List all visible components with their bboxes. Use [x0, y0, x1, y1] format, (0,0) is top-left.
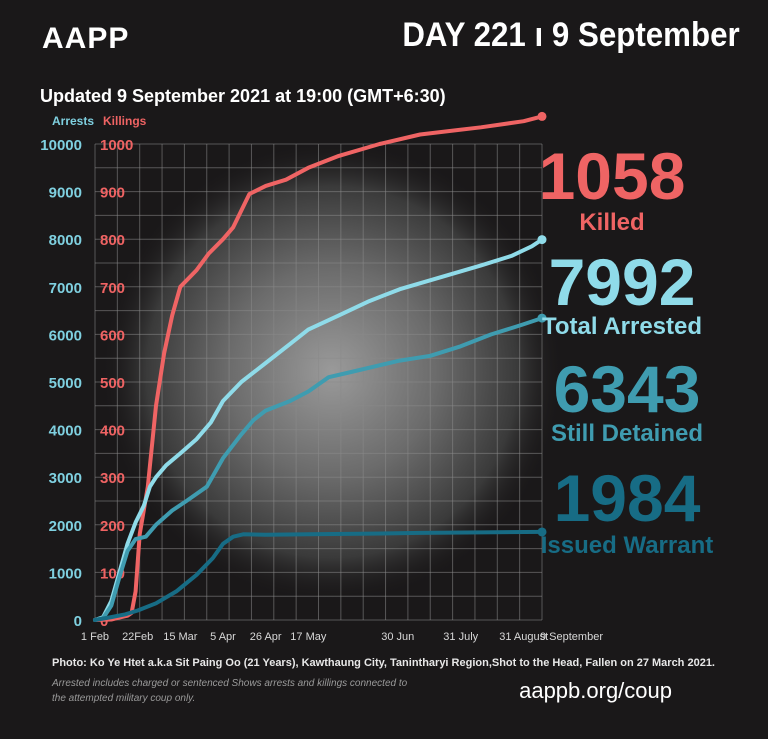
y-tick-arrests: 0	[74, 613, 82, 630]
y-tick-arrests: 7000	[49, 280, 82, 297]
stat-value: 7992	[548, 245, 696, 319]
x-tick-labels: 1 Feb 22Feb 15 Mar 5 Apr 26 Apr 17 May 30 Jun 3…	[81, 631, 603, 643]
stat-label: Total Arrested	[541, 313, 703, 340]
stat-value: 6343	[553, 352, 701, 426]
y-tick-arrests: 10000	[40, 137, 82, 154]
aapp-logo: AAPP	[42, 22, 130, 55]
x-tick-label: 5 Apr	[210, 631, 236, 643]
series-line	[93, 529, 544, 622]
y-tick-killings: 700	[100, 280, 125, 297]
photo-credit: Photo: Ko Ye Htet a.k.a Sit Paing Oo (21…	[52, 657, 715, 669]
x-tick-label: 1 Feb	[81, 631, 109, 643]
portrait-photo	[100, 140, 564, 604]
series-end-marker	[537, 527, 547, 537]
y-tick-arrests: 4000	[49, 423, 82, 440]
series-line	[93, 316, 544, 622]
y-tick-arrests: 6000	[49, 327, 82, 344]
updated-timestamp: Updated 9 September 2021 at 19:00 (GMT+6…	[40, 86, 446, 106]
y-tick-arrests: 9000	[49, 185, 82, 202]
y-tick-arrests: 2000	[49, 518, 82, 535]
x-tick-label: 22Feb	[122, 631, 153, 643]
y-tick-killings: 900	[100, 185, 125, 202]
y-tick-killings: 1000	[100, 137, 133, 154]
x-tick-label: 15 Mar	[163, 631, 198, 643]
y-tick-killings: 600	[100, 327, 125, 344]
x-tick-label: 30 Jun	[381, 631, 414, 643]
x-tick-label: 31 July	[443, 631, 478, 643]
y-tick-arrests: 5000	[49, 375, 82, 392]
killings-axis-header: Killings	[103, 114, 147, 128]
chart-series	[93, 111, 547, 622]
y-tick-killings: 400	[100, 423, 125, 440]
y-tick-arrests: 8000	[49, 232, 82, 249]
stat-value: 1058	[538, 139, 686, 213]
day-title: DAY 221 ı 9 September	[402, 16, 740, 54]
x-tick-label: 17 May	[290, 631, 327, 643]
series-end-marker	[537, 111, 547, 121]
y-tick-labels: 0 1000 2000 3000 4000 5000 6000 7000 8000 9000 100…	[40, 137, 133, 630]
stat-label: Killed	[579, 209, 645, 236]
y-tick-arrests: 3000	[49, 470, 82, 487]
website-link[interactable]: aappb.org/coup	[519, 678, 672, 703]
stat-value: 1984	[553, 461, 701, 535]
stat-label: Still Detained	[550, 420, 704, 447]
stat-label: Issued Warrant	[540, 532, 714, 559]
x-tick-label: 26 Apr	[250, 631, 282, 643]
y-tick-killings: 200	[100, 518, 125, 535]
y-tick-killings: 500	[100, 375, 125, 392]
series-end-marker	[537, 313, 547, 323]
footnote: Arrested includes charged or sentenced S…	[52, 678, 408, 704]
y-tick-killings: 300	[100, 470, 125, 487]
y-tick-arrests: 1000	[49, 565, 82, 582]
x-tick-label: 9 September	[540, 631, 603, 643]
arrests-axis-header: Arrests	[52, 114, 95, 128]
series-end-marker	[537, 235, 547, 245]
series-line	[93, 237, 544, 622]
y-tick-killings: 800	[100, 232, 125, 249]
x-tick-label: 31 August	[499, 631, 548, 643]
